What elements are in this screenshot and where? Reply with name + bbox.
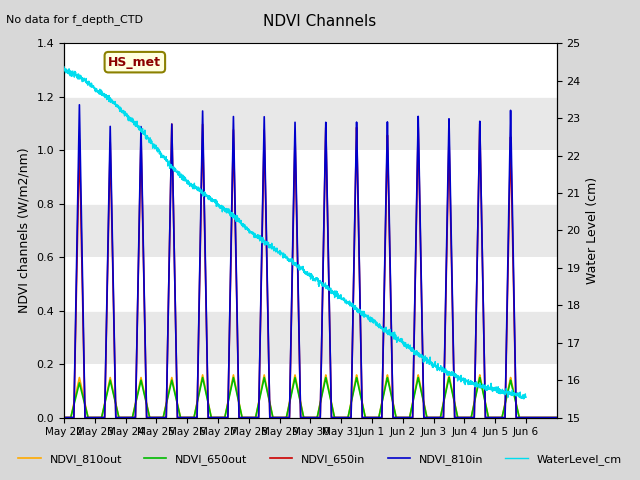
NDVI_810out: [85, 415, 93, 420]
NDVI_810in: [373, 415, 381, 420]
NDVI_650in: [553, 415, 561, 420]
Bar: [64, 204, 557, 257]
NDVI_650in: [60, 415, 68, 420]
NDVI_810in: [76, 102, 83, 108]
NDVI_650out: [476, 375, 484, 381]
NDVI_650in: [452, 415, 460, 420]
Line: NDVI_650out: NDVI_650out: [64, 378, 557, 418]
NDVI_810out: [476, 372, 484, 378]
Text: No data for f_depth_CTD: No data for f_depth_CTD: [6, 14, 143, 25]
NDVI_650out: [352, 379, 360, 385]
Text: HS_met: HS_met: [108, 56, 161, 69]
WaterLevel_cm: [273, 248, 280, 253]
NDVI_650in: [352, 176, 360, 182]
Bar: [64, 311, 557, 364]
Bar: [64, 150, 557, 204]
NDVI_650in: [476, 121, 484, 127]
Line: NDVI_650in: NDVI_650in: [64, 124, 557, 418]
NDVI_810in: [239, 415, 246, 420]
Y-axis label: Water Level (cm): Water Level (cm): [586, 177, 599, 284]
NDVI_650out: [85, 415, 93, 420]
Line: NDVI_810out: NDVI_810out: [64, 375, 557, 418]
NDVI_810in: [352, 168, 360, 174]
Bar: [64, 257, 557, 311]
Line: NDVI_810in: NDVI_810in: [64, 105, 557, 418]
NDVI_810in: [452, 415, 460, 420]
Bar: [64, 43, 557, 96]
NDVI_650out: [426, 415, 433, 420]
NDVI_810in: [553, 415, 561, 420]
WaterLevel_cm: [60, 64, 68, 70]
WaterLevel_cm: [522, 395, 530, 400]
NDVI_810out: [60, 415, 68, 420]
NDVI_810out: [352, 377, 360, 383]
WaterLevel_cm: [520, 396, 527, 402]
WaterLevel_cm: [509, 387, 516, 393]
NDVI_810out: [426, 415, 433, 420]
NDVI_650in: [373, 415, 381, 420]
NDVI_650out: [60, 415, 68, 420]
NDVI_810in: [60, 415, 68, 420]
NDVI_810out: [239, 415, 246, 420]
NDVI_810out: [553, 415, 561, 420]
NDVI_650out: [373, 415, 381, 420]
NDVI_650in: [426, 415, 433, 420]
NDVI_650in: [239, 415, 246, 420]
NDVI_810out: [373, 415, 381, 420]
NDVI_810out: [452, 405, 460, 410]
NDVI_650out: [452, 406, 460, 411]
NDVI_650out: [239, 415, 246, 420]
NDVI_650in: [85, 415, 93, 420]
NDVI_810in: [85, 415, 93, 420]
WaterLevel_cm: [285, 257, 292, 263]
Y-axis label: NDVI channels (W/m2/nm): NDVI channels (W/m2/nm): [18, 147, 31, 313]
Bar: [64, 364, 557, 418]
WaterLevel_cm: [84, 79, 92, 85]
Legend: NDVI_810out, NDVI_650out, NDVI_650in, NDVI_810in, WaterLevel_cm: NDVI_810out, NDVI_650out, NDVI_650in, ND…: [14, 450, 626, 469]
Text: NDVI Channels: NDVI Channels: [264, 14, 376, 29]
WaterLevel_cm: [424, 357, 431, 362]
NDVI_810in: [426, 415, 433, 420]
NDVI_650out: [553, 415, 561, 420]
WaterLevel_cm: [509, 392, 516, 398]
Line: WaterLevel_cm: WaterLevel_cm: [64, 67, 526, 399]
Bar: [64, 96, 557, 150]
